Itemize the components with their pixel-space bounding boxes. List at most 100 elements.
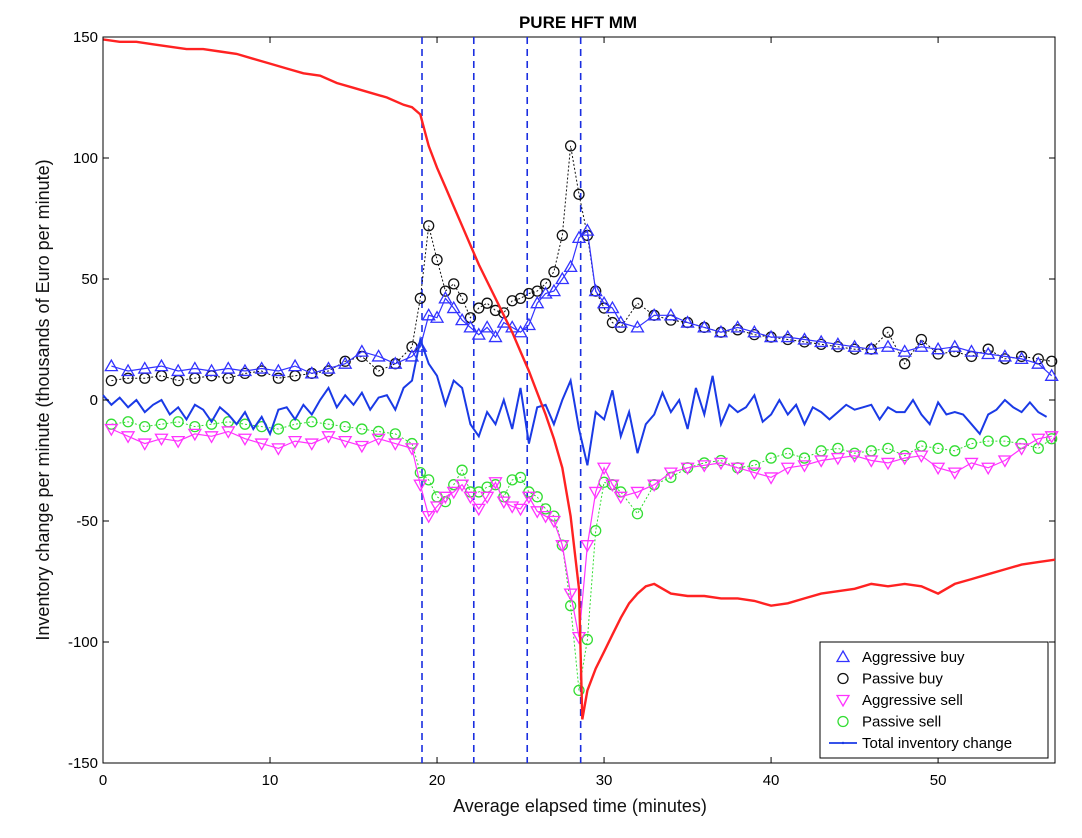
- data-point-triangle-up: [530, 295, 545, 309]
- data-point-circle: [122, 416, 134, 428]
- data-point-triangle-down: [371, 433, 386, 447]
- data-point-triangle-up: [371, 349, 386, 362]
- data-point-circle: [573, 684, 585, 697]
- data-point-circle: [1032, 442, 1044, 455]
- data-point-circle: [456, 464, 468, 476]
- data-point-triangle-down: [137, 438, 152, 451]
- y-tick-label: -100: [68, 634, 98, 651]
- series-line: [102, 335, 1048, 466]
- data-point-circle: [882, 326, 894, 338]
- x-tick-label: 10: [262, 772, 279, 789]
- data-point-circle: [882, 442, 894, 455]
- data-point-triangle-down: [981, 462, 996, 476]
- data-point-triangle-down: [187, 428, 202, 442]
- data-point-triangle-down: [947, 467, 962, 480]
- data-point-triangle-down: [630, 486, 645, 500]
- data-point-triangle-up: [488, 329, 503, 343]
- data-point-circle: [514, 471, 527, 484]
- x-axis-title: Average elapsed time (minutes): [453, 796, 707, 816]
- y-tick-label: -150: [68, 755, 98, 772]
- data-point-triangle-down: [454, 479, 470, 493]
- data-point-circle: [837, 672, 849, 685]
- data-point-triangle-up: [187, 361, 202, 374]
- data-point-triangle-down: [171, 435, 186, 449]
- data-point-triangle-up: [388, 356, 403, 369]
- data-point-triangle-down: [304, 438, 319, 451]
- data-point-triangle-up: [605, 300, 620, 314]
- series-4: [102, 335, 1048, 466]
- axis-ticks: 0 10 20 30 40 50 -150 -100 -50 0 50 100 150: [68, 29, 1055, 789]
- data-point-triangle-down: [321, 431, 336, 444]
- data-point-triangle-up: [680, 315, 695, 328]
- data-point-triangle-up: [947, 339, 962, 352]
- x-tick-label: 40: [763, 772, 780, 789]
- data-point-circle: [999, 435, 1011, 447]
- y-tick-label: 150: [73, 29, 98, 46]
- data-point-triangle-down: [763, 472, 779, 485]
- data-point-triangle-up: [563, 259, 578, 273]
- data-point-circle: [122, 372, 134, 384]
- data-point-triangle-up: [480, 320, 495, 333]
- data-point-triangle-up: [580, 223, 595, 236]
- legend-label: Passive buy: [862, 671, 943, 688]
- data-point-circle: [581, 633, 594, 646]
- data-point-circle: [205, 418, 218, 430]
- data-point-circle: [306, 416, 318, 428]
- data-point-triangle-up: [137, 361, 152, 374]
- data-point-circle: [139, 420, 151, 433]
- x-tick-label: 30: [596, 772, 613, 789]
- data-point-triangle-up: [104, 358, 119, 372]
- data-point-triangle-down: [830, 452, 845, 466]
- data-point-circle: [631, 508, 644, 520]
- x-tick-label: 20: [429, 772, 446, 789]
- data-point-triangle-up: [254, 361, 269, 374]
- data-point-circle: [464, 312, 477, 324]
- data-point-circle: [590, 525, 602, 537]
- data-point-triangle-up: [1044, 368, 1059, 381]
- data-point-triangle-up: [964, 344, 979, 357]
- data-point-triangle-down: [930, 462, 946, 476]
- data-point-triangle-down: [864, 455, 879, 468]
- data-point-circle: [837, 715, 849, 728]
- data-point-triangle-up: [555, 271, 570, 285]
- data-point-circle: [631, 297, 644, 309]
- data-point-triangle-down: [463, 491, 478, 505]
- data-point-triangle-up: [1014, 351, 1029, 365]
- data-point-triangle-down: [997, 455, 1013, 468]
- legend: Aggressive buy Passive buy Aggressive sell…: [819, 641, 1049, 759]
- data-point-triangle-down: [388, 438, 403, 451]
- data-point-triangle-up: [897, 344, 912, 357]
- data-point-circle: [423, 220, 435, 232]
- data-point-circle: [105, 374, 118, 387]
- data-point-triangle-up: [463, 320, 478, 333]
- data-point-circle: [372, 425, 385, 438]
- data-point-circle: [172, 416, 184, 428]
- data-point-circle: [965, 437, 978, 450]
- legend-label: Aggressive buy: [862, 649, 965, 666]
- data-point-triangle-down: [1014, 443, 1029, 456]
- data-point-triangle-down: [480, 491, 495, 505]
- data-point-circle: [414, 292, 426, 305]
- data-point-triangle-up: [120, 363, 136, 377]
- data-point-circle: [765, 452, 777, 464]
- data-point-triangle-up: [237, 363, 253, 377]
- data-point-circle: [798, 452, 811, 464]
- chart-title: PURE HFT MM: [519, 13, 637, 32]
- data-point-circle: [473, 302, 485, 314]
- data-point-circle: [506, 474, 518, 486]
- data-point-triangle-up: [647, 307, 662, 321]
- data-point-circle: [456, 292, 468, 305]
- data-point-circle: [556, 229, 568, 242]
- data-point-circle: [155, 418, 168, 430]
- data-point-circle: [414, 466, 426, 479]
- data-point-triangle-up: [588, 283, 603, 297]
- data-point-triangle-down: [663, 467, 678, 480]
- data-point-triangle-up: [780, 329, 795, 343]
- data-point-triangle-down: [438, 491, 453, 505]
- data-point-circle: [982, 435, 994, 447]
- data-point-circle: [949, 445, 961, 457]
- data-point-triangle-down: [429, 501, 445, 514]
- data-point-triangle-up: [630, 320, 645, 333]
- data-point-triangle-down: [588, 486, 603, 500]
